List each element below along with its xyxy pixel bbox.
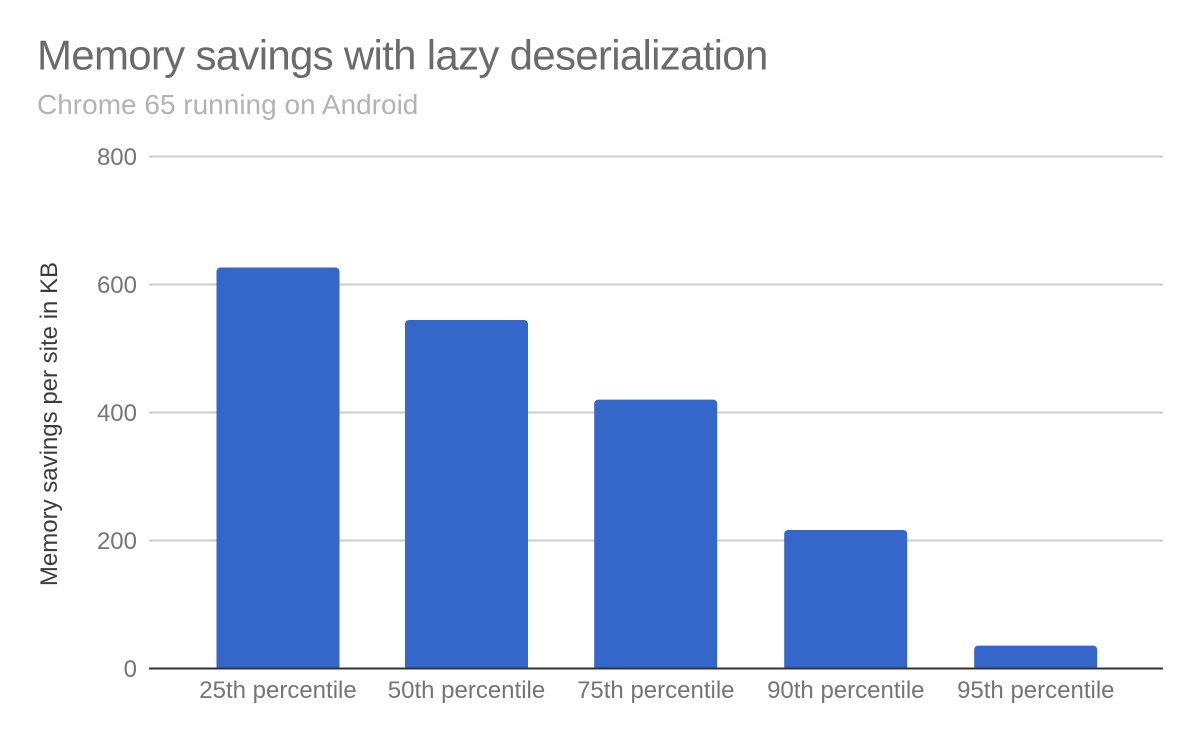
svg-text:50th percentile: 50th percentile xyxy=(388,677,545,704)
svg-text:0: 0 xyxy=(124,656,137,683)
svg-text:95th percentile: 95th percentile xyxy=(957,677,1114,704)
svg-text:25th percentile: 25th percentile xyxy=(199,677,356,704)
svg-text:600: 600 xyxy=(97,272,137,299)
svg-text:Memory savings with lazy deser: Memory savings with lazy deserialization xyxy=(37,32,768,79)
svg-text:75th percentile: 75th percentile xyxy=(577,677,734,704)
svg-text:400: 400 xyxy=(97,400,137,427)
svg-text:Memory savings per site in KB: Memory savings per site in KB xyxy=(36,262,63,586)
svg-text:800: 800 xyxy=(97,144,137,171)
svg-text:Chrome 65 running on Android: Chrome 65 running on Android xyxy=(37,89,418,120)
svg-text:200: 200 xyxy=(97,528,137,555)
svg-text:90th percentile: 90th percentile xyxy=(767,677,924,704)
